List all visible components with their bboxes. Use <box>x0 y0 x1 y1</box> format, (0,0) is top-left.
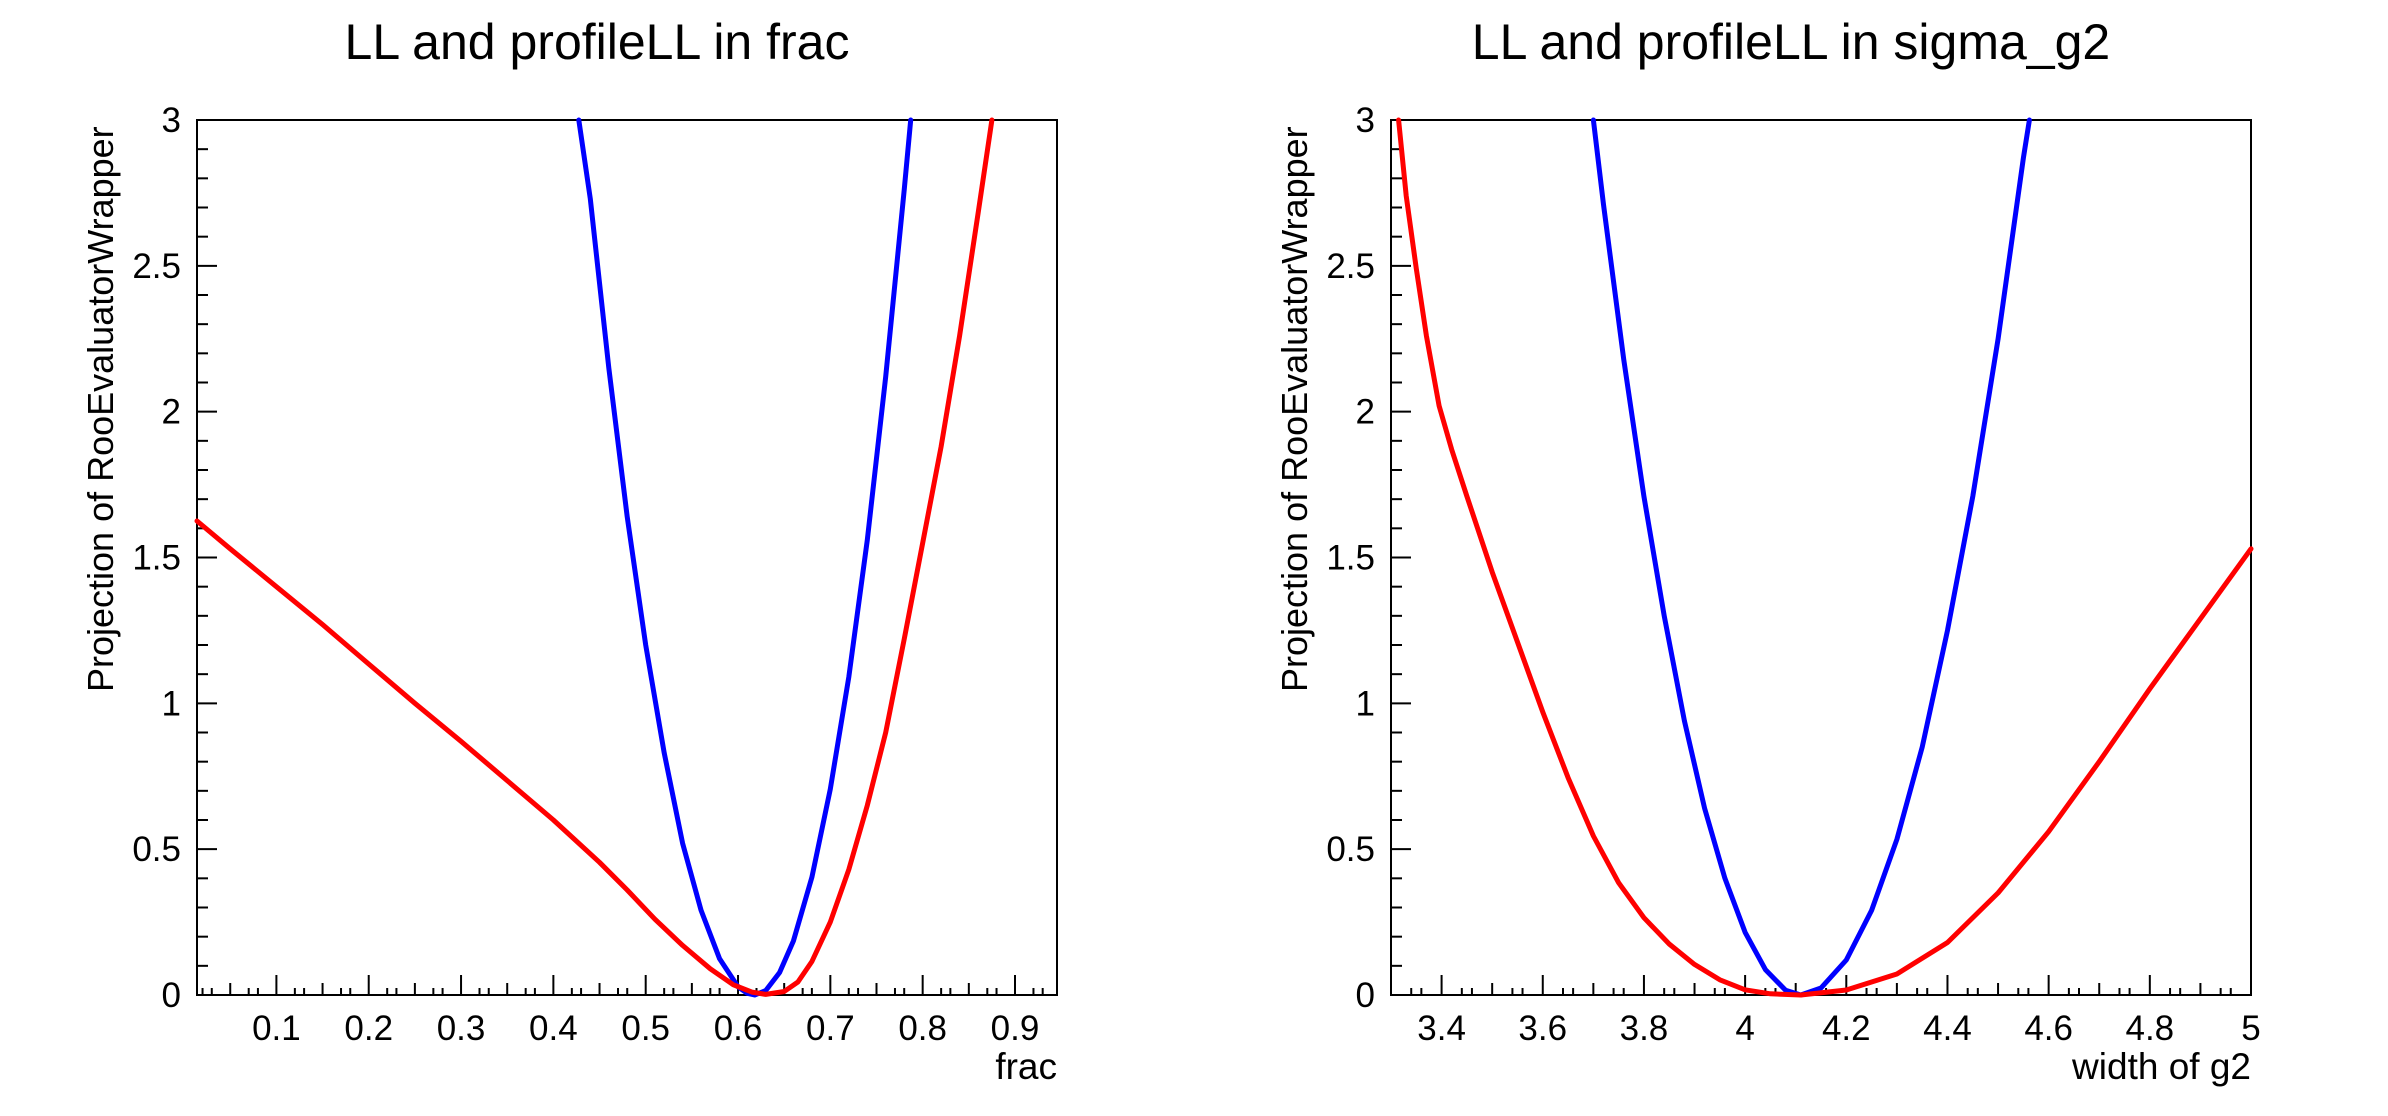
y-tick-label: 3 <box>1356 101 1375 140</box>
x-tick-label: 4.8 <box>2125 1009 2174 1048</box>
plot-area-sigma-g2: 3.4 3.6 3.8 4 4.2 4.4 4.6 4.8 5 0 0.5 1 1.5 2 2.5 3 <box>1326 101 2260 1048</box>
y-tick-label: 3 <box>162 101 181 140</box>
x-tick-label: 0.9 <box>991 1009 1040 1048</box>
y-tick-label: 0 <box>162 976 181 1015</box>
x-axis-title: frac <box>995 1046 1057 1087</box>
y-tick-label: 1.5 <box>132 539 181 578</box>
y-tick-label: 1.5 <box>1326 539 1375 578</box>
y-tick-label: 0.5 <box>1326 830 1375 869</box>
y-tick-label: 2.5 <box>1326 247 1375 286</box>
plot-area-frac: 0.1 0.2 0.3 0.4 0.5 0.6 0.7 0.8 0.9 0 0.5 1 1.5 2 2.5 3 <box>132 101 1058 1048</box>
curve-LL <box>1590 117 2032 998</box>
y-axis-title: Projection of RooEvaluatorWrapper <box>80 126 121 692</box>
x-tick-label: 3.8 <box>1620 1009 1669 1048</box>
x-tick-label: 0.4 <box>529 1009 578 1048</box>
x-tick-label: 4 <box>1735 1009 1754 1048</box>
y-tick-label: 1 <box>1356 684 1375 723</box>
x-tick-label: 0.5 <box>621 1009 670 1048</box>
curve-profileLL <box>194 117 995 997</box>
x-tick-label: 0.7 <box>806 1009 855 1048</box>
x-tick-label: 0.6 <box>714 1009 763 1048</box>
pad-sigma-g2: 3.4 3.6 3.8 4 4.2 4.4 4.6 4.8 5 0 0.5 1 1.5 2 2.5 3 LL … <box>1194 0 2388 1116</box>
x-tick-label: 4.6 <box>2024 1009 2073 1048</box>
plot-title: LL and profileLL in sigma_g2 <box>1471 14 2111 70</box>
y-tick-label: 2.5 <box>132 247 181 286</box>
plot-frame <box>196 119 1058 996</box>
x-tick-label: 0.2 <box>344 1009 393 1048</box>
y-tick-label: 0 <box>1356 976 1375 1015</box>
y-tick-label: 1 <box>162 684 181 723</box>
x-tick-label: 4.2 <box>1822 1009 1871 1048</box>
x-tick-label: 0.1 <box>252 1009 301 1048</box>
y-axis-title: Projection of RooEvaluatorWrapper <box>1274 126 1315 692</box>
x-tick-label: 4.4 <box>1923 1009 1972 1048</box>
x-tick-label: 5 <box>2241 1009 2260 1048</box>
x-tick-label: 3.4 <box>1417 1009 1466 1048</box>
y-tick-label: 2 <box>1356 393 1375 432</box>
plot-frame <box>1390 119 2252 996</box>
x-tick-label: 0.8 <box>898 1009 947 1048</box>
curve-LL <box>576 117 914 998</box>
x-tick-label: 0.3 <box>437 1009 486 1048</box>
y-tick-label: 2 <box>162 393 181 432</box>
y-tick-label: 0.5 <box>132 830 181 869</box>
plot-title: LL and profileLL in frac <box>344 14 850 70</box>
curve-profileLL <box>1396 117 2254 998</box>
x-tick-label: 3.6 <box>1518 1009 1567 1048</box>
pad-frac: 0.1 0.2 0.3 0.4 0.5 0.6 0.7 0.8 0.9 0 0.5 1 1.5 2 2.5 3… <box>80 14 1058 1087</box>
x-axis-title: width of g2 <box>2072 1046 2251 1087</box>
